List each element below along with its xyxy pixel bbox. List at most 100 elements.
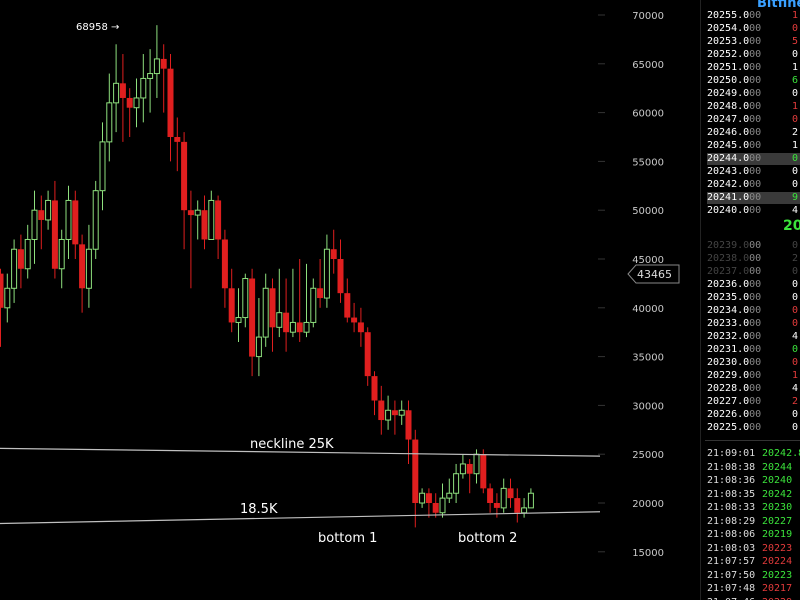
candle-body[interactable] — [262, 287, 269, 338]
candle-body[interactable] — [330, 249, 337, 259]
candle-body[interactable] — [194, 209, 201, 216]
candle-body[interactable] — [119, 83, 126, 98]
book-row[interactable]: 20248.000 1 — [707, 101, 800, 113]
candle-body[interactable] — [459, 463, 466, 475]
candle-body[interactable] — [0, 273, 4, 308]
candle-body[interactable] — [303, 321, 310, 333]
neckline[interactable] — [0, 447, 601, 457]
book-row[interactable]: 20249.000 0 — [707, 88, 800, 100]
candle-body[interactable] — [17, 249, 24, 269]
candle-body[interactable] — [378, 400, 385, 421]
book-row[interactable]: 20237.000 0 — [707, 266, 800, 278]
book-row[interactable]: 20232.000 4 — [707, 331, 800, 343]
candle-body[interactable] — [466, 463, 473, 474]
candle-body[interactable] — [337, 259, 344, 294]
candle-body[interactable] — [126, 97, 133, 108]
candle-body[interactable] — [24, 238, 31, 270]
book-row[interactable]: 20227.000 2 — [707, 396, 800, 408]
book-row[interactable]: 20233.000 0 — [707, 318, 800, 330]
book-row[interactable]: 20225.000 0 — [707, 422, 800, 434]
book-row[interactable]: 20255.000 1 — [707, 10, 800, 22]
candle-body[interactable] — [215, 200, 222, 240]
candle-body[interactable] — [412, 439, 419, 503]
book-row[interactable]: 20246.000 2 — [707, 127, 800, 139]
book-row[interactable]: 20236.000 0 — [707, 279, 800, 291]
candle-body[interactable] — [480, 454, 487, 489]
candle-body[interactable] — [398, 409, 405, 416]
candle-body[interactable] — [487, 488, 494, 503]
candle-body[interactable] — [208, 199, 215, 240]
book-row[interactable]: 20251.000 1 — [707, 62, 800, 74]
candle-body[interactable] — [221, 239, 228, 289]
candle-body[interactable] — [310, 287, 317, 323]
candle-body[interactable] — [65, 199, 72, 240]
candle-body[interactable] — [167, 68, 174, 137]
candle-body[interactable] — [283, 312, 290, 333]
support-line[interactable] — [0, 511, 601, 525]
candle-body[interactable] — [79, 244, 86, 289]
candle-body[interactable] — [514, 498, 521, 513]
candle-body[interactable] — [181, 141, 188, 211]
book-row[interactable]: 20228.000 4 — [707, 383, 800, 395]
candle-body[interactable] — [507, 488, 514, 499]
candle-body[interactable] — [276, 312, 283, 328]
candle-body[interactable] — [174, 137, 181, 142]
candle-body[interactable] — [11, 248, 18, 289]
candle-body[interactable] — [351, 317, 358, 323]
candle-body[interactable] — [432, 503, 439, 513]
price-chart[interactable]: 15000 20000 25000 30000 35000 40000 45000 50000… — [0, 0, 700, 600]
candle-body[interactable] — [425, 493, 432, 503]
candle-body[interactable] — [201, 210, 208, 240]
candle-body[interactable] — [357, 322, 364, 333]
book-row[interactable]: 20253.000 5 — [707, 36, 800, 48]
book-row[interactable]: 20229.000 1 — [707, 370, 800, 382]
candle-body[interactable] — [113, 82, 120, 104]
candle-body[interactable] — [140, 77, 147, 99]
candle-body[interactable] — [439, 497, 446, 514]
candle-body[interactable] — [493, 503, 500, 508]
candle-body[interactable] — [99, 141, 106, 192]
book-row[interactable]: 20239.000 0 — [707, 240, 800, 252]
book-row[interactable]: 20243.000 0 — [707, 166, 800, 178]
candle-body[interactable] — [296, 322, 303, 333]
candle-body[interactable] — [235, 317, 242, 323]
candle-body[interactable] — [521, 507, 528, 514]
candle-body[interactable] — [405, 410, 412, 440]
book-row[interactable]: 20247.000 0 — [707, 114, 800, 126]
book-row[interactable]: 20234.000 0 — [707, 305, 800, 317]
book-row[interactable]: 20226.000 0 — [707, 409, 800, 421]
candle-body[interactable] — [147, 73, 154, 79]
candle-body[interactable] — [58, 238, 65, 270]
candle-body[interactable] — [385, 409, 392, 421]
book-row[interactable]: 20254.000 0 — [707, 23, 800, 35]
candle-body[interactable] — [473, 453, 480, 475]
candle-body[interactable] — [419, 492, 426, 504]
candle-body[interactable] — [446, 492, 453, 499]
candle-body[interactable] — [500, 487, 507, 509]
book-row[interactable]: 20235.000 0 — [707, 292, 800, 304]
candle-body[interactable] — [106, 102, 113, 143]
candle-body[interactable] — [453, 473, 460, 494]
candle-body[interactable] — [187, 210, 194, 216]
candle-body[interactable] — [85, 248, 92, 289]
candle-body[interactable] — [269, 288, 276, 328]
book-row[interactable]: 20231.000 0 — [707, 344, 800, 356]
candle-body[interactable] — [249, 278, 256, 357]
candle-body[interactable] — [317, 288, 324, 299]
book-row[interactable]: 20245.000 1 — [707, 140, 800, 152]
book-row[interactable]: 20230.000 0 — [707, 357, 800, 369]
candle-body[interactable] — [228, 288, 235, 323]
candle-body[interactable] — [72, 200, 79, 245]
candle-body[interactable] — [527, 492, 534, 509]
candle-body[interactable] — [38, 210, 45, 220]
candle-body[interactable] — [289, 321, 296, 333]
book-row[interactable]: 20252.000 0 — [707, 49, 800, 61]
candle-body[interactable] — [255, 336, 262, 358]
book-row[interactable]: 20244.000 0 — [707, 153, 800, 165]
candle-body[interactable] — [153, 58, 160, 75]
candle-body[interactable] — [391, 410, 398, 416]
book-row[interactable]: 20242.000 0 — [707, 179, 800, 191]
candle-body[interactable] — [4, 287, 11, 309]
book-row[interactable]: 20250.000 6 — [707, 75, 800, 87]
candle-body[interactable] — [160, 58, 167, 69]
